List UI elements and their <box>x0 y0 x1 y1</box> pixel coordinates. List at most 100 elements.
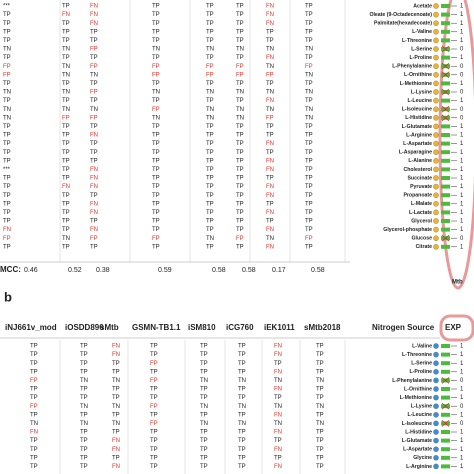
source-icon <box>433 140 439 147</box>
reaction-icon <box>441 176 450 180</box>
metabolite: L-Methionine <box>400 81 432 87</box>
exp-value: 1 <box>460 124 464 130</box>
cell: TP <box>30 369 38 375</box>
cell: TP <box>152 98 160 104</box>
reaction-icon <box>441 430 450 434</box>
cell: TP <box>266 176 274 182</box>
reaction-icon <box>441 150 450 155</box>
cell: TP <box>62 141 70 147</box>
cell: TP <box>62 81 70 87</box>
cell: TP <box>30 352 38 358</box>
cell: TP <box>206 219 214 225</box>
exp-value: 1 <box>460 344 464 350</box>
block-mark <box>441 88 450 96</box>
exp-value: 0 <box>460 115 464 121</box>
source-icon <box>433 175 439 181</box>
cell: TP <box>316 395 324 401</box>
source-icon <box>433 437 439 444</box>
cell: TP <box>305 124 313 130</box>
metabolite: L-Valine <box>412 343 432 349</box>
cell: FN <box>90 176 98 182</box>
exp-value: 1 <box>460 21 464 27</box>
cell: FP <box>150 421 158 427</box>
source-icon <box>433 46 439 52</box>
cell: FN <box>112 352 120 358</box>
source-icon <box>433 209 439 216</box>
cell: TP <box>200 387 208 393</box>
source-icon <box>433 11 439 18</box>
reaction-icon <box>441 12 450 17</box>
reaction-icon <box>441 201 450 206</box>
metabolite: L-Methionine <box>400 395 432 401</box>
source-icon <box>433 29 439 35</box>
cell: TP <box>150 395 158 401</box>
source-icon <box>433 72 439 78</box>
exp-value: 1 <box>460 430 464 436</box>
cell: TP <box>206 201 214 207</box>
cell: TN <box>80 421 88 427</box>
cell: TP <box>150 455 158 461</box>
cell: TP <box>112 395 120 401</box>
block-mark <box>441 105 450 113</box>
cell: TP <box>80 361 88 367</box>
cell: TP <box>316 344 324 350</box>
reaction-icon <box>441 244 450 249</box>
cell: TN <box>206 90 214 96</box>
cell: TP <box>152 141 160 147</box>
cell: TP <box>305 98 313 104</box>
cell: TN <box>200 378 208 384</box>
cell: TP <box>266 29 274 35</box>
cell: TP <box>112 361 120 367</box>
cell: TP <box>305 184 313 190</box>
cell: TP <box>30 344 38 350</box>
cell: TP <box>152 167 160 173</box>
cell: TP <box>236 38 244 44</box>
cell: FN <box>90 210 98 216</box>
cell: TP <box>274 438 282 444</box>
cell: TN <box>274 404 282 410</box>
cell: TP <box>200 438 208 444</box>
exp-header: EXP <box>445 323 462 332</box>
cell: TP <box>236 55 244 61</box>
cell: TN <box>152 115 160 121</box>
cell: FN <box>274 344 282 350</box>
cell: TP <box>150 438 158 444</box>
cell: TN <box>316 421 324 427</box>
reaction-icon <box>441 38 450 43</box>
cell: TP <box>200 361 208 367</box>
cell: TP <box>3 29 11 35</box>
cell: TP <box>305 244 313 250</box>
mcc-value: 0.46 <box>24 267 38 274</box>
reaction-icon <box>441 184 450 189</box>
source-icon <box>433 132 439 138</box>
cell: TP <box>305 38 313 44</box>
cell: TP <box>266 150 274 156</box>
cell: FN <box>90 4 98 10</box>
cell: TP <box>236 184 244 190</box>
cell: FN <box>266 98 274 104</box>
block-mark <box>441 45 450 53</box>
cell: TN <box>3 107 11 113</box>
cell: TP <box>80 430 88 436</box>
column-header: sMtb2018 <box>304 323 341 332</box>
cell: FN <box>112 438 120 444</box>
metabolite: L-Threonine <box>402 352 432 358</box>
cell: TP <box>150 344 158 350</box>
cell: TP <box>150 412 158 418</box>
cell: TP <box>62 4 70 10</box>
cell: TP <box>112 412 120 418</box>
cell: TP <box>152 176 160 182</box>
cell: TP <box>238 361 246 367</box>
cell: TN <box>316 404 324 410</box>
metabolite: Glycerol-phosphate <box>383 227 432 233</box>
reaction-icon <box>441 395 450 400</box>
source-icon <box>433 412 439 418</box>
cell: FN <box>112 464 120 470</box>
exp-value: 1 <box>460 141 464 147</box>
source-icon <box>433 3 439 9</box>
cell: TN <box>238 421 246 427</box>
cell: TP <box>152 210 160 216</box>
cell: TP <box>30 447 38 453</box>
cell: FP <box>90 47 98 53</box>
